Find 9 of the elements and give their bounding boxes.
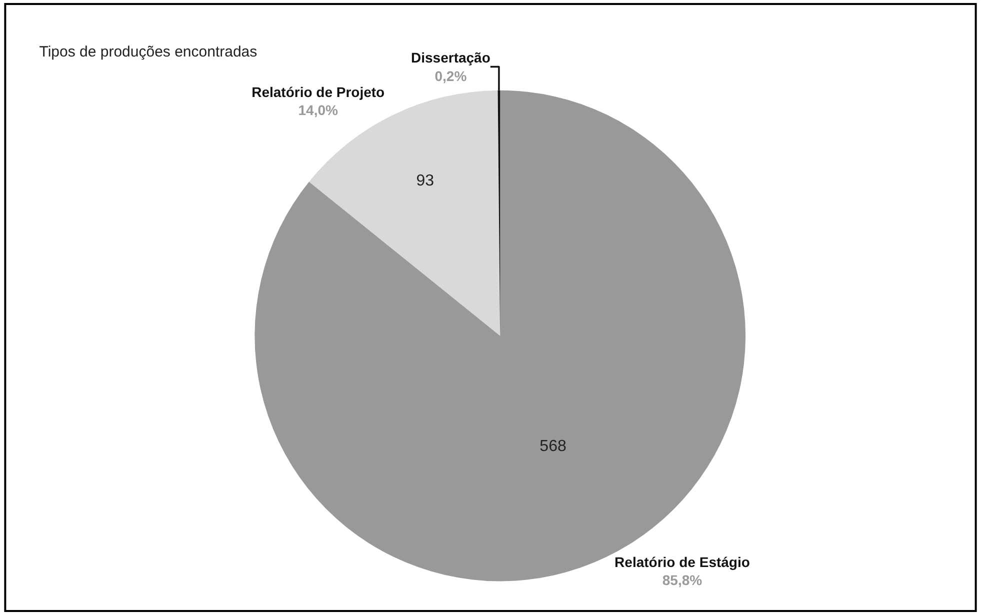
data-label: 93: [416, 172, 434, 190]
slice-label: Relatório de Projeto: [252, 84, 385, 100]
slice-label: Dissertação: [411, 50, 490, 66]
chart-title: Tipos de produções encontradas: [39, 44, 258, 61]
text: 85,8%: [662, 572, 703, 588]
text: 14,0%: [298, 102, 338, 118]
data-label: 568: [540, 438, 566, 455]
slice-label: Relatório de Estágio: [614, 554, 750, 570]
text: 0,2%: [434, 68, 468, 84]
